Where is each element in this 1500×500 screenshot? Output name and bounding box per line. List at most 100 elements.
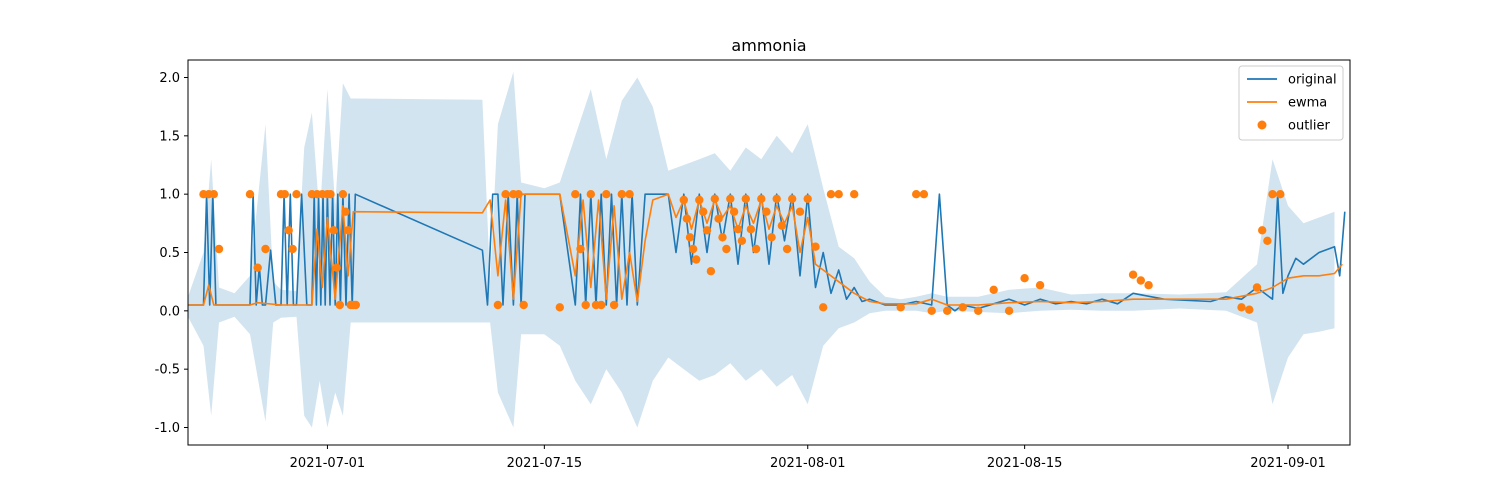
outlier-point: [1004, 306, 1014, 315]
outlier-point: [850, 190, 859, 199]
legend-marker-outlier: [1257, 120, 1267, 130]
y-tick-label: 0.0: [159, 304, 180, 319]
outlier-point: [737, 236, 747, 245]
outlier-point: [958, 303, 967, 312]
series-line-original: [188, 193, 1346, 312]
legend-label-outlier: outlier: [1288, 119, 1331, 134]
outlier-point: [688, 244, 698, 254]
y-tick-label: -0.5: [155, 363, 180, 378]
outlier-point: [326, 190, 335, 199]
outlier-point: [1237, 303, 1246, 312]
y-axis: -1.0 -0.5 0.0 0.5 1.0 1.5 2.0: [155, 71, 188, 436]
legend-box: [1238, 65, 1344, 141]
y-tick-label: 2.0: [159, 71, 180, 86]
outlier-point: [288, 244, 297, 254]
outlier-point: [1258, 226, 1267, 235]
outlier-point: [1144, 281, 1153, 290]
outlier-point: [341, 207, 350, 216]
outlier-point: [788, 194, 797, 203]
outlier-point: [695, 195, 704, 205]
legend: original ewma outlier: [1238, 65, 1344, 141]
y-tick-label: 1.0: [159, 188, 180, 203]
confidence-band-layer: [188, 71, 1335, 428]
outlier-point: [329, 226, 338, 235]
outlier-point: [718, 233, 727, 242]
outlier-point: [746, 225, 756, 234]
outlier-point: [1128, 270, 1138, 279]
outlier-point: [597, 300, 606, 310]
outlier-point: [245, 190, 255, 199]
outlier-point: [1136, 276, 1146, 285]
outlier-point: [617, 190, 626, 199]
outlier-point: [284, 226, 293, 235]
outlier-point: [912, 190, 921, 199]
outlier-point: [692, 255, 701, 264]
outlier-point: [710, 194, 719, 203]
outlier-point: [679, 195, 688, 205]
outlier-point: [811, 242, 820, 251]
x-tick-label: 2021-08-01: [770, 456, 846, 471]
outlier-point: [581, 300, 590, 310]
outlier-point: [253, 263, 262, 272]
outlier-point: [1263, 236, 1272, 245]
outlier-point: [803, 194, 812, 203]
outlier-point: [706, 267, 716, 276]
outlier-point: [682, 214, 692, 223]
outlier-point: [927, 306, 936, 315]
outlier-scatter-layer: [199, 190, 1285, 315]
outlier-point: [751, 244, 761, 254]
outlier-point: [702, 226, 712, 235]
outlier-point: [722, 244, 731, 254]
y-tick-label: 1.5: [159, 129, 180, 144]
outlier-point: [767, 233, 776, 242]
outlier-point: [292, 190, 301, 199]
outlier-point: [919, 190, 929, 199]
legend-label-original: original: [1288, 73, 1337, 88]
confidence-band: [188, 71, 1335, 428]
outlier-point: [726, 194, 735, 203]
outlier-point: [514, 190, 523, 199]
x-tick-label: 2021-08-15: [987, 456, 1063, 471]
outlier-point: [777, 221, 787, 230]
outlier-point: [338, 190, 348, 199]
outlier-point: [782, 244, 792, 254]
outlier-point: [351, 300, 360, 310]
outlier-point: [625, 190, 634, 199]
outlier-point: [335, 300, 344, 310]
outlier-point: [280, 190, 289, 199]
x-tick-label: 2021-07-01: [290, 456, 366, 471]
outlier-point: [261, 244, 270, 254]
outlier-point: [974, 306, 983, 315]
outlier-point: [555, 303, 564, 312]
outlier-point: [609, 300, 619, 310]
outlier-point: [896, 303, 905, 312]
outlier-point: [699, 207, 708, 216]
outlier-point: [519, 300, 528, 310]
outlier-point: [1035, 281, 1045, 290]
outlier-point: [214, 244, 224, 254]
outlier-point: [729, 207, 739, 216]
x-axis: 2021-07-01 2021-07-15 2021-08-01 2021-08-15…: [290, 445, 1326, 471]
outlier-point: [685, 233, 695, 242]
outlier-point: [576, 244, 585, 254]
outlier-point: [714, 214, 723, 223]
outlier-point: [1020, 274, 1029, 283]
outlier-point: [943, 306, 952, 315]
outlier-point: [493, 300, 503, 310]
outlier-point: [795, 207, 805, 216]
outlier-point: [1276, 190, 1285, 199]
outlier-point: [586, 190, 595, 199]
outlier-point: [834, 190, 843, 199]
outlier-point: [1245, 305, 1254, 314]
legend-label-ewma: ewma: [1288, 96, 1327, 111]
outlier-point: [772, 194, 781, 203]
outlier-point: [571, 190, 580, 199]
outlier-point: [1268, 190, 1277, 199]
outlier-point: [819, 303, 828, 312]
x-tick-label: 2021-09-01: [1250, 456, 1326, 471]
outlier-point: [343, 226, 353, 235]
outlier-point: [757, 194, 766, 203]
outlier-point: [741, 194, 750, 203]
outlier-point: [733, 225, 743, 234]
